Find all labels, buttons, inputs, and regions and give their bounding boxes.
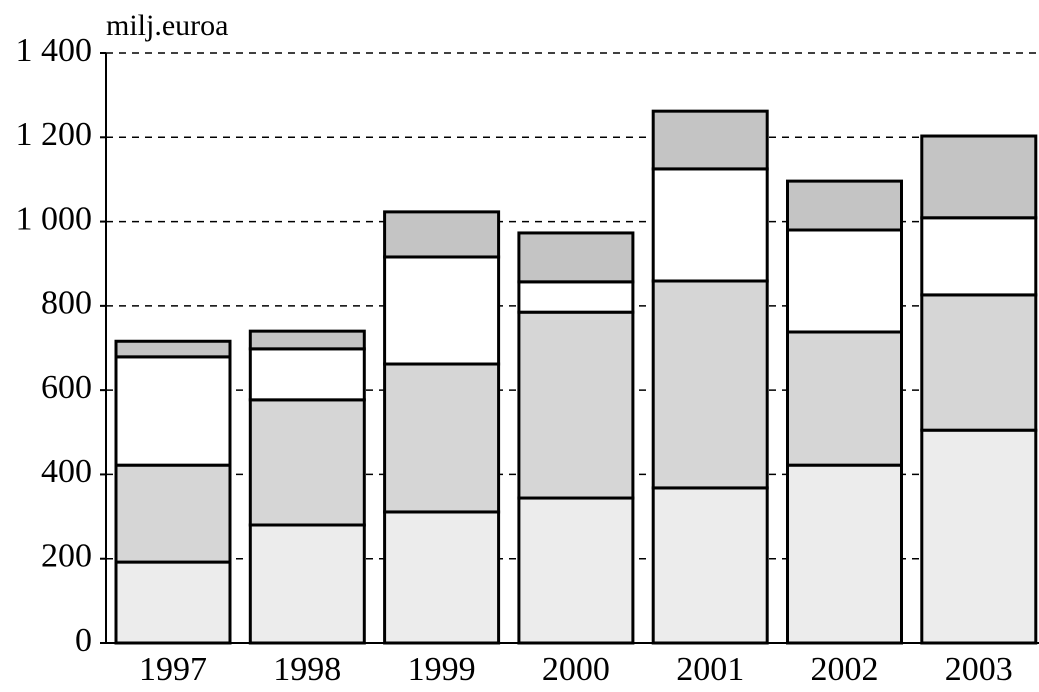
y-axis-label: milj.euroa xyxy=(106,9,228,42)
x-tick-label: 1999 xyxy=(408,651,476,688)
bar-segment xyxy=(920,428,1038,645)
x-tick-label: 1997 xyxy=(139,651,207,688)
bar-segment xyxy=(248,523,366,645)
y-tick-label: 1 400 xyxy=(16,32,93,69)
bar-segment xyxy=(383,362,501,514)
bar-segment xyxy=(383,510,501,645)
bar-segment xyxy=(786,463,903,645)
bar-segment xyxy=(920,293,1038,432)
bar-segment xyxy=(920,216,1038,297)
bar-segment xyxy=(786,330,903,467)
bar-segment xyxy=(786,179,903,232)
y-tick-label: 0 xyxy=(75,622,92,659)
bar-segment xyxy=(248,329,366,351)
y-tick-label: 200 xyxy=(41,538,92,575)
bar-segment xyxy=(517,231,635,284)
x-tick-label: 2000 xyxy=(542,651,610,688)
bar-segment xyxy=(383,255,501,366)
bar-segment xyxy=(920,134,1038,220)
y-tick-label: 1 000 xyxy=(16,200,93,237)
y-tick-label: 600 xyxy=(41,369,92,406)
bar-segment xyxy=(248,347,366,402)
bar-segment xyxy=(248,398,366,527)
y-tick-label: 400 xyxy=(41,453,92,490)
bar-segment xyxy=(651,167,769,283)
bar-segment xyxy=(786,228,903,334)
bar-segment xyxy=(114,463,232,564)
x-tick-label: 2003 xyxy=(945,651,1013,688)
bar-segment xyxy=(651,486,769,645)
x-tick-label: 2002 xyxy=(811,651,879,688)
bar-segment xyxy=(114,355,232,467)
y-tick-label: 1 200 xyxy=(16,116,93,153)
bar-segment xyxy=(651,109,769,171)
bar-segment xyxy=(517,280,635,314)
x-tick-label: 2001 xyxy=(676,651,744,688)
bar-segment xyxy=(383,210,501,259)
bar-segment xyxy=(114,339,232,359)
x-tick-label: 1998 xyxy=(273,651,341,688)
bar-segment xyxy=(114,560,232,645)
y-tick-label: 800 xyxy=(41,285,92,322)
bar-segment xyxy=(517,310,635,500)
bar-segment xyxy=(517,496,635,645)
bar-segment xyxy=(651,279,769,490)
